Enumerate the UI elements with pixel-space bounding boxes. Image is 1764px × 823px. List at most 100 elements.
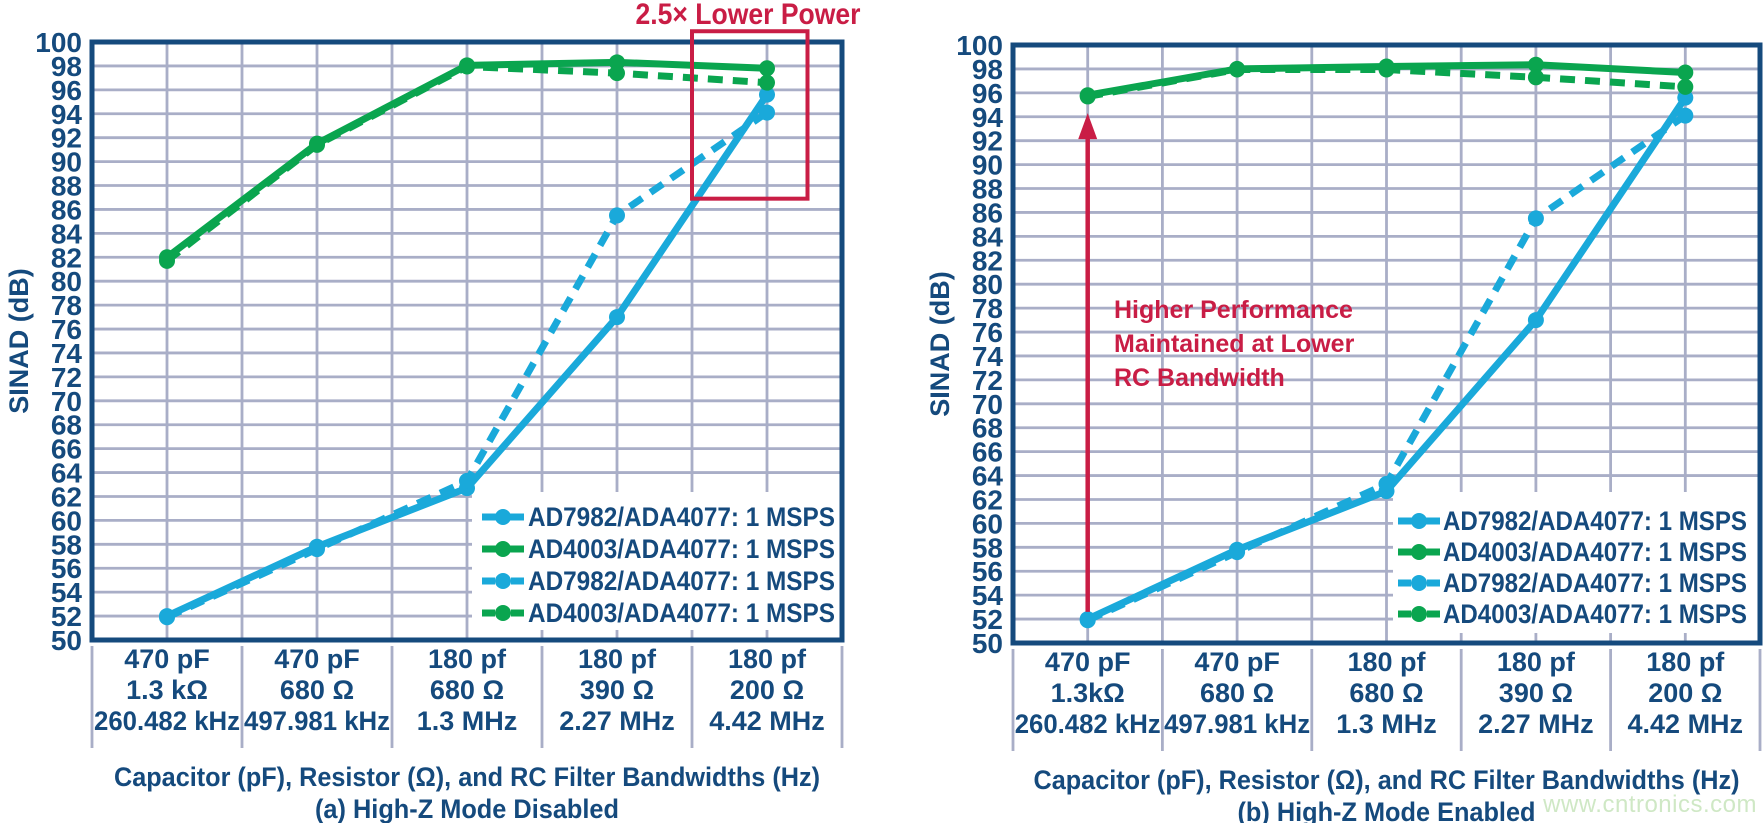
x-category-label: 497.981 kHz [1164,709,1310,739]
x-category-label: 2.27 MHz [1478,709,1594,739]
y-tick-label: 56 [972,556,1003,587]
series-marker [759,60,775,77]
x-category-label: 200 Ω [730,675,804,705]
y-tick-label: 98 [972,54,1003,85]
legend-swatch-marker [1411,544,1427,560]
series-marker [1677,107,1694,124]
plot-border [89,39,845,643]
series-marker [759,86,775,103]
series-marker [1527,56,1544,73]
y-tick-label: 76 [51,314,82,345]
series-marker [1527,69,1544,86]
legend-label: AD4003/ADA4077: 1 MSPS [1443,537,1747,567]
x-category-label: 180 pf [578,644,657,674]
annotation-note-line: Higher Performance [1114,296,1353,324]
y-tick-label: 54 [972,580,1004,611]
x-category-label: 200 Ω [1648,678,1722,708]
x-category-label: 180 pf [728,644,807,674]
y-tick-label: 62 [972,484,1003,515]
y-tick-label: 86 [972,197,1003,228]
annotation-note-line: RC Bandwidth [1114,364,1285,392]
y-tick-label: 66 [51,434,82,465]
series-marker [459,58,475,75]
y-tick-label: 54 [51,577,83,608]
y-tick-label: 70 [51,386,82,417]
legend-label: AD4003/ADA4077: 1 MSPS [528,534,835,564]
series-marker [609,309,625,326]
x-category-label: 497.981 kHz [244,706,390,736]
y-tick-label: 60 [51,505,82,536]
y-tick-label: 100 [956,30,1003,61]
y-tick-label: 84 [972,221,1004,252]
y-tick-label: 52 [51,601,82,632]
legend-label: AD7982/ADA4077: 1 MSPS [528,566,835,596]
x-category-label: 4.42 MHz [1628,709,1744,739]
y-tick-label: 80 [51,266,82,297]
y-tick-label: 76 [972,317,1003,348]
y-tick-label: 58 [51,529,82,560]
x-category-label: 680 Ω [280,675,354,705]
y-tick-label: 64 [51,458,83,489]
series-marker [1079,88,1096,105]
y-tick-label: 86 [51,194,82,225]
x-category-label: 180 pf [1347,647,1426,677]
y-tick-label: 100 [35,27,82,58]
y-tick-label: 50 [51,625,82,656]
y-tick-label: 92 [51,123,82,154]
series-marker [1378,475,1395,492]
y-axis-title: SINAD (dB) [925,271,955,416]
legend-swatch-marker [1411,575,1427,591]
y-tick-label: 88 [972,174,1003,205]
x-category-label: 470 pF [1045,647,1131,677]
series-marker [309,541,325,558]
y-tick-label: 88 [51,171,82,202]
series-marker [159,252,175,269]
series-marker [1229,61,1246,78]
legend-label: AD4003/ADA4077: 1 MSPS [1443,599,1747,629]
y-tick-label: 70 [972,389,1003,420]
y-tick-label: 60 [972,508,1003,539]
series-marker [1229,544,1246,561]
legend-label: AD4003/ADA4077: 1 MSPS [528,598,835,628]
annotation-note-line: Maintained at Lower [1114,330,1355,358]
y-tick-label: 68 [972,413,1003,444]
y-tick-label: 64 [972,461,1004,492]
y-tick-label: 72 [51,362,82,393]
legend-swatch-marker [1411,606,1427,622]
x-category-label: 4.42 MHz [709,706,825,736]
x-category-label: 680 Ω [1349,678,1423,708]
y-tick-label: 66 [972,437,1003,468]
series-marker [759,104,775,121]
x-category-label: 260.482 kHz [1015,709,1161,739]
y-tick-label: 82 [51,242,82,273]
legend-swatch-marker [1411,513,1427,529]
y-axis-title: SINAD (dB) [4,268,34,413]
chart-caption: (a) High-Z Mode Disabled [315,794,619,823]
x-axis-title: Capacitor (pF), Resistor (Ω), and RC Fil… [114,762,820,792]
x-axis-title: Capacitor (pF), Resistor (Ω), and RC Fil… [1034,765,1740,795]
series-marker [609,207,625,224]
y-tick-label: 62 [51,481,82,512]
series-marker [1677,64,1694,81]
legend-label: AD7982/ADA4077: 1 MSPS [1443,568,1747,598]
x-category-label: 1.3 MHz [417,706,518,736]
series-marker [159,609,175,626]
y-tick-label: 72 [972,365,1003,396]
annotation-arrow-head [1078,113,1098,140]
y-tick-label: 68 [51,410,82,441]
series-marker [459,472,475,489]
x-category-label: 470 pF [274,644,360,674]
y-tick-label: 96 [51,75,82,106]
y-tick-label: 74 [51,338,83,369]
series-marker [1378,61,1395,78]
legend-label: AD7982/ADA4077: 1 MSPS [1443,506,1747,536]
y-tick-label: 94 [972,102,1004,133]
x-category-label: 180 pf [1646,647,1725,677]
series-marker [1527,312,1544,329]
legend-background [1393,492,1761,633]
legend-label: AD7982/ADA4077: 1 MSPS [528,502,835,532]
x-category-label: 1.3 MHz [1336,709,1437,739]
y-tick-label: 96 [972,78,1003,109]
